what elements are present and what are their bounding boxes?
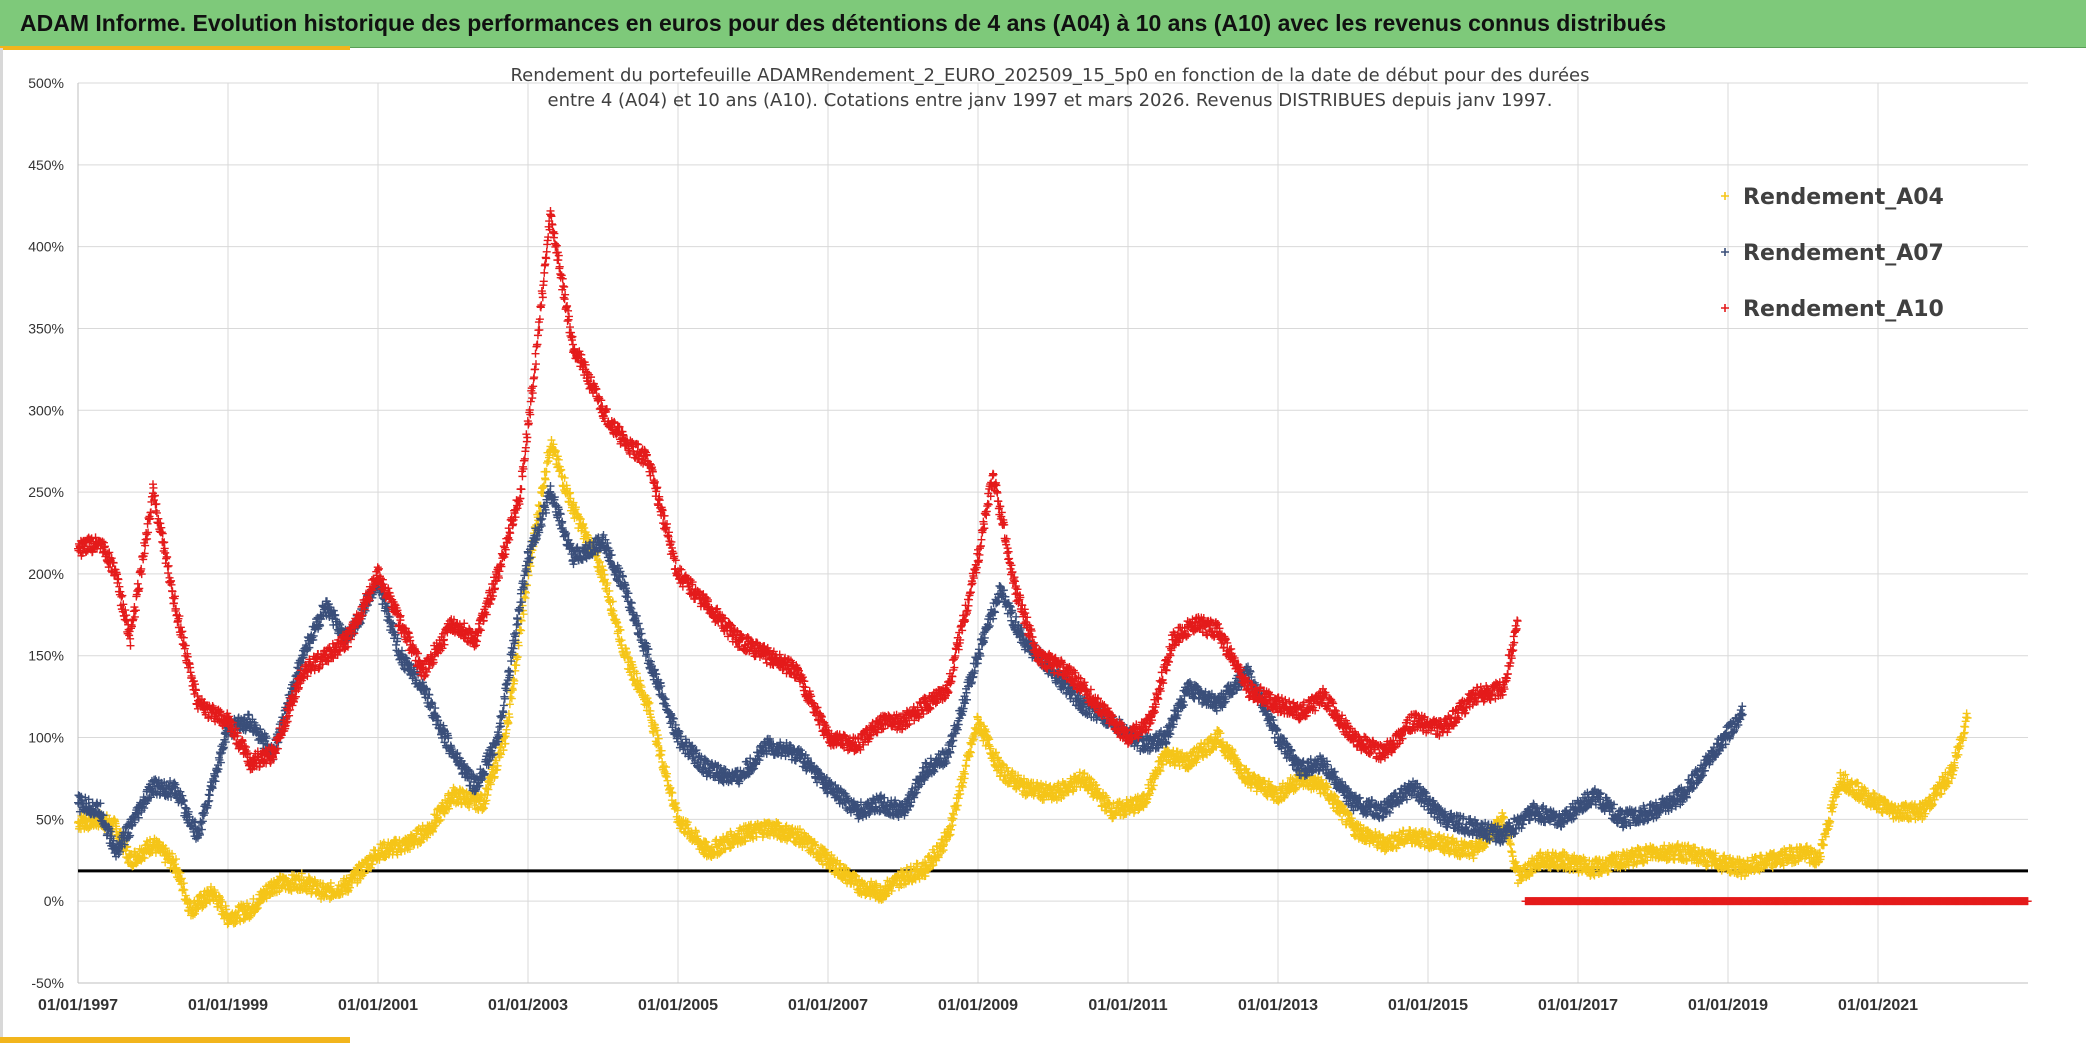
x-tick-label: 01/01/2009 (938, 997, 1018, 1014)
data-point (190, 909, 199, 918)
data-point (174, 867, 183, 876)
x-tick-label: 01/01/2021 (1838, 997, 1918, 1014)
data-point (504, 666, 513, 675)
left-border (0, 48, 3, 1043)
data-point (445, 804, 454, 813)
x-tick-label: 01/01/2015 (1388, 997, 1468, 1014)
data-point (172, 863, 181, 872)
y-tick-label: 500% (28, 75, 64, 91)
data-point (345, 883, 354, 892)
data-point (179, 879, 188, 888)
data-point (287, 886, 296, 895)
data-point (502, 725, 511, 734)
grid (77, 82, 2028, 984)
x-tick-label: 01/01/1997 (38, 997, 118, 1014)
x-tick-label: 01/01/2001 (338, 997, 418, 1014)
y-tick-label: 250% (28, 484, 64, 500)
accent-stripe-bottom (0, 1037, 350, 1043)
series-Rendement_A04 (74, 436, 1972, 929)
data-point (236, 917, 245, 926)
x-tick-label: 01/01/2003 (488, 997, 568, 1014)
data-point (291, 880, 300, 889)
data-point (177, 874, 186, 883)
x-tick-label: 01/01/2019 (1688, 997, 1768, 1014)
data-point (161, 844, 170, 853)
data-point (1841, 770, 1850, 779)
data-point (406, 830, 415, 839)
y-tick-label: 400% (28, 239, 64, 255)
data-point (499, 701, 508, 710)
data-point (507, 694, 516, 703)
data-point (455, 792, 464, 801)
data-point (405, 845, 414, 854)
data-point (297, 869, 306, 878)
y-tick-label: 300% (28, 402, 64, 418)
data-point (259, 895, 268, 904)
page-title: ADAM Informe. Evolution historique des p… (20, 10, 1667, 36)
data-point (180, 885, 189, 894)
data-point (304, 873, 313, 882)
y-tick-label: 150% (28, 648, 64, 664)
data-point (249, 894, 258, 903)
data-point (231, 919, 240, 928)
data-point (218, 897, 227, 906)
data-point (112, 824, 121, 833)
y-tick-label: -50% (31, 975, 64, 991)
x-tick-label: 01/01/2017 (1538, 997, 1618, 1014)
accent-stripe-top (0, 46, 350, 50)
data-point (500, 694, 509, 703)
data-point (435, 817, 444, 826)
data-point (440, 809, 449, 818)
x-tick-label: 01/01/1999 (188, 997, 268, 1014)
y-tick-label: 450% (28, 157, 64, 173)
x-tick-label: 01/01/2011 (1088, 997, 1167, 1014)
y-tick-label: 100% (28, 730, 64, 746)
data-point (505, 700, 514, 709)
data-point (423, 833, 432, 842)
x-tick-label: 01/01/2013 (1238, 997, 1318, 1014)
y-tick-label: 200% (28, 566, 64, 582)
data-point (416, 838, 425, 847)
y-tick-label: 50% (36, 811, 64, 827)
data-point (140, 854, 149, 863)
data-point (541, 475, 550, 484)
data-point (262, 894, 271, 903)
data-point (432, 811, 441, 820)
axes: -50% 0% 50% 100% 150% 200% 250% 300% 350% 400% 450… (28, 75, 2028, 1014)
x-tick-label: 01/01/2007 (788, 997, 868, 1014)
data-point (192, 905, 201, 914)
data-point (206, 897, 214, 906)
data-point (171, 855, 180, 864)
data-point (954, 794, 963, 803)
data-point (130, 847, 139, 856)
data-point (436, 815, 445, 824)
data-points (74, 206, 2032, 929)
series-Rendement_A07 (74, 482, 1747, 861)
header-bar: ADAM Informe. Evolution historique des p… (0, 0, 2086, 48)
data-point (295, 875, 304, 884)
data-point (542, 467, 551, 476)
data-point (507, 657, 516, 666)
data-point (326, 879, 335, 888)
data-point (160, 845, 169, 854)
data-point (543, 458, 552, 467)
x-tick-label: 01/01/2005 (638, 997, 718, 1014)
y-tick-label: 0% (44, 893, 64, 909)
data-point (148, 848, 157, 857)
y-tick-label: 350% (28, 320, 64, 336)
